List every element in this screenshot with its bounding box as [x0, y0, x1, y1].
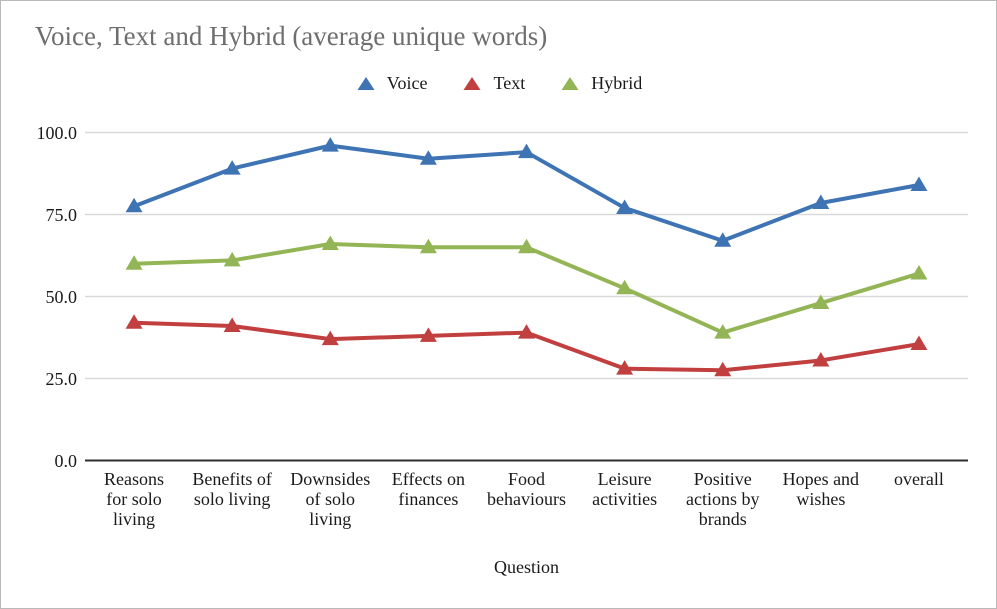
series-line-voice — [132, 143, 921, 243]
data-point-marker-hybrid — [125, 255, 143, 270]
data-point-marker-voice — [321, 137, 339, 152]
y-axis-tick-label: 100.0 — [36, 122, 78, 143]
x-axis-category-label: overall — [893, 469, 944, 489]
x-axis-category-label: Hopes and wishes — [782, 469, 860, 509]
legend-label: Voice — [386, 73, 428, 93]
data-point-marker-voice — [714, 232, 732, 247]
x-axis-category-label: Leisure activities — [592, 469, 658, 509]
x-axis-category-label: Positive actions by brands — [685, 469, 760, 529]
data-point-marker-hybrid — [616, 279, 634, 295]
y-axis-tick-label: 50.0 — [45, 286, 78, 307]
x-axis-category-label: Reasons for solo living — [104, 469, 165, 529]
data-point-marker-text — [125, 314, 143, 329]
legend-item-text: Text — [463, 73, 525, 94]
data-point-marker-text — [910, 335, 928, 351]
y-axis-tick-label: 75.0 — [45, 204, 78, 225]
data-point-marker-hybrid — [223, 251, 241, 267]
legend-item-voice: Voice — [357, 73, 428, 94]
legend-label: Hybrid — [591, 73, 643, 93]
data-point-marker-voice — [616, 199, 634, 214]
data-point-marker-voice — [812, 194, 830, 210]
triangle-marker-icon — [463, 77, 481, 90]
y-axis-tick-label: 0.0 — [54, 450, 78, 471]
data-point-marker-voice — [125, 197, 143, 213]
data-point-marker-voice — [223, 160, 241, 175]
data-point-marker-text — [714, 361, 732, 377]
data-point-marker-text — [419, 327, 437, 342]
x-axis-category-label: Benefits of solo living — [192, 469, 272, 509]
triangle-marker-icon — [357, 77, 375, 90]
chart-title: Voice, Text and Hybrid (average unique w… — [35, 21, 548, 51]
data-point-marker-hybrid — [419, 238, 437, 254]
data-point-marker-hybrid — [518, 238, 535, 254]
chart-legend: Voice Text Hybrid — [1, 73, 996, 94]
data-point-marker-text — [812, 351, 830, 367]
triangle-marker-icon — [561, 77, 579, 90]
data-point-marker-text — [616, 360, 634, 375]
data-point-marker-voice — [910, 176, 928, 191]
x-axis-category-label: Food behaviours — [487, 469, 566, 509]
data-point-marker-hybrid — [910, 265, 928, 280]
y-axis-tick-label: 25.0 — [45, 368, 78, 389]
data-point-marker-text — [223, 317, 241, 333]
series-line-hybrid — [132, 242, 921, 335]
legend-label: Text — [493, 73, 526, 93]
legend-item-hybrid: Hybrid — [561, 73, 642, 94]
data-point-marker-text — [518, 324, 535, 339]
data-point-marker-text — [321, 330, 339, 346]
x-axis-category-label: Downsides of solo living — [290, 469, 371, 529]
data-point-marker-hybrid — [812, 294, 830, 310]
data-point-marker-voice — [518, 143, 535, 159]
data-point-marker-hybrid — [714, 324, 732, 339]
x-axis-title: Question — [494, 557, 559, 577]
x-axis-category-label: Effects on finances — [391, 469, 465, 509]
data-point-marker-hybrid — [321, 235, 339, 251]
data-point-marker-voice — [419, 150, 437, 165]
